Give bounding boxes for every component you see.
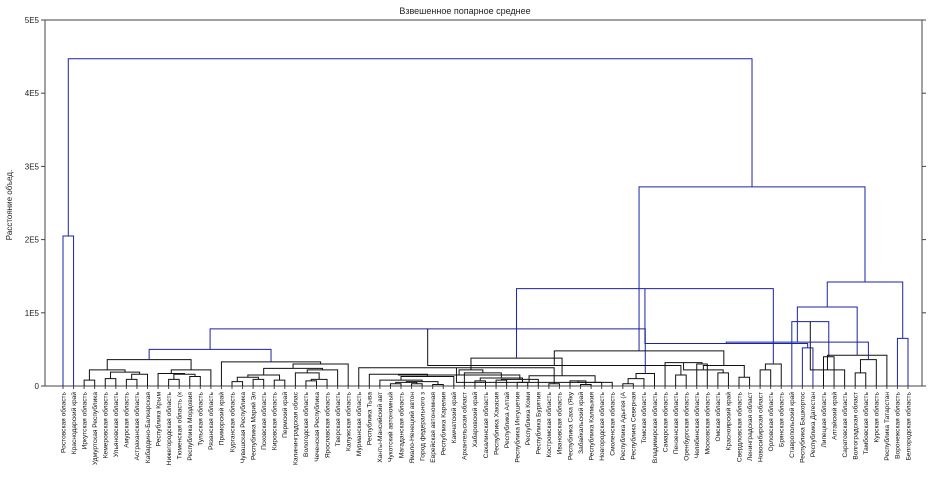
leaf-label: Ханты-Мансийский авт — [376, 392, 384, 463]
leaf-label: Республика Алтай — [503, 392, 511, 448]
y-tick-label: 3E5 — [25, 162, 40, 171]
leaf-label: Республика Татарстан — [883, 392, 891, 461]
leaf-label: Республика Дагестан — [809, 392, 817, 458]
leaf-label: Самарская область — [661, 391, 669, 452]
leaf-label: Кировская область — [271, 391, 279, 450]
y-tick-label: 1E5 — [25, 309, 40, 318]
leaf-label: Республика Ингушетия — [513, 392, 521, 463]
leaf-label: Пензенская область — [672, 391, 680, 454]
leaf-label: Камчатский край — [450, 392, 458, 444]
plot-frame — [44, 19, 923, 387]
chart-title: Взвешенное попарное среднее — [399, 6, 530, 16]
leaf-label: Брянская область — [778, 391, 786, 447]
leaf-label: Волгоградская област — [851, 392, 859, 460]
leaf-label: Забайкальский край — [577, 392, 585, 454]
leaf-label: Томская область — [640, 391, 648, 443]
leaf-label: Республика Мордовия — [186, 392, 194, 461]
leaf-label: Челябинская область — [693, 391, 701, 458]
leaf-label: Рязанская область — [207, 391, 215, 449]
leaf-label: Ставропольский край — [788, 392, 796, 458]
leaf-label: Кабардино-Балкарская — [144, 392, 152, 464]
leaf-label: Астраханская область — [133, 391, 141, 460]
leaf-label: Ленинградская област — [746, 392, 754, 461]
leaf-label: Алтайский край — [830, 392, 838, 440]
leaf-label: Новосибирская област — [756, 392, 764, 462]
leaf-label: Республика Адыгея (А — [619, 391, 627, 460]
leaf-label: Курганская область — [228, 391, 236, 452]
leaf-label: Тюменская область (к — [175, 392, 183, 459]
leaf-label: Смоленская область — [609, 391, 617, 455]
leaf-label: Калужская область — [344, 391, 352, 451]
leaf-label: Оренбургская область — [682, 391, 690, 460]
leaf-label: Тамбовская область — [862, 391, 870, 454]
y-tick-label: 4E5 — [25, 89, 40, 98]
leaf-label: Республика Тыва — [366, 392, 374, 445]
leaf-label: Чувашская Республика — [239, 392, 247, 464]
leaf-label: Белгородская область — [904, 391, 912, 460]
leaf-label: Республика Карелия — [440, 392, 448, 456]
leaf-label: Чукотский автономный — [387, 392, 395, 462]
leaf-label: Свердловская область — [735, 391, 743, 462]
leaf-label: Республика Бурятия — [535, 392, 543, 455]
leaf-label: Саратовская область — [841, 391, 849, 457]
leaf-label: Республика Крым — [154, 392, 162, 447]
leaf-label: Тверская область — [334, 391, 342, 446]
leaf-label: Сахалинская область — [482, 391, 490, 458]
leaf-label: Воронежская область — [894, 391, 902, 458]
leaf-label: Псковская область — [260, 391, 268, 449]
leaf-label: Магаданская область — [397, 391, 405, 458]
y-tick-label: 2E5 — [25, 236, 40, 245]
leaf-label: Амурская область — [123, 391, 131, 447]
leaf-label: Ивановская область — [556, 391, 564, 454]
leaf-label: Республика Калмыкия — [587, 392, 595, 461]
leaf-label: Курская область — [873, 391, 881, 442]
leaf-label: Приморский край — [218, 392, 226, 446]
leaf-label: Кемеровская область — [102, 391, 110, 458]
y-axis-label: Расстояние объед. — [5, 170, 14, 240]
leaf-label: Республика Хакасия — [492, 392, 500, 455]
leaf-label: Липецкая область — [820, 391, 828, 447]
leaf-label: Удмуртская Республика — [91, 392, 99, 465]
leaf-label: Ярославская область — [323, 391, 331, 458]
leaf-label: Чеченская Республика — [313, 392, 321, 462]
leaf-label: Тульская область — [197, 391, 205, 445]
leaf-label: Краснодарский край — [70, 392, 78, 454]
leaf-label: Мурманская область — [355, 391, 363, 456]
leaf-label: Еврейская автономная — [429, 392, 437, 463]
leaf-label: Ростовская область — [59, 391, 67, 452]
leaf-label: Нижегородская область — [165, 391, 173, 465]
leaf-label: Орловская область — [767, 391, 775, 451]
leaf-label: Костромская область — [545, 391, 553, 457]
leaf-label: Калининградская облас — [292, 391, 300, 465]
leaf-label: Вологодская область — [302, 391, 310, 457]
leaf-label: Иркутская область — [80, 391, 88, 449]
leaf-label: Омская область — [714, 391, 722, 441]
leaf-label: Республика Башкортос — [799, 391, 807, 463]
leaf-label: Город федерального з — [419, 392, 426, 461]
leaf-label: Республика Марий Эл — [249, 392, 257, 460]
leaf-label: Ямало-Ненецкий автон — [408, 392, 416, 464]
leaf-label: Ульяновская область — [112, 391, 120, 457]
leaf-label: Пермский край — [281, 392, 289, 438]
leaf-label: Архангельская област — [461, 392, 469, 460]
leaf-label: Владимирская область — [651, 391, 659, 463]
y-tick-label: 0 — [35, 382, 40, 391]
leaf-label: Красноярский край — [725, 392, 733, 451]
leaf-label: Новгородская область — [598, 391, 606, 460]
dendrogram-link — [67, 58, 753, 236]
y-tick-label: 5E5 — [25, 16, 40, 25]
leaf-label: Хабаровский край — [471, 392, 479, 448]
leaf-label: Республика Коми — [524, 392, 532, 446]
leaf-label: Республика Саха (Яку — [566, 391, 574, 460]
leaf-label: Республика Северная — [630, 392, 638, 460]
leaf-label: Московская область — [704, 391, 712, 454]
